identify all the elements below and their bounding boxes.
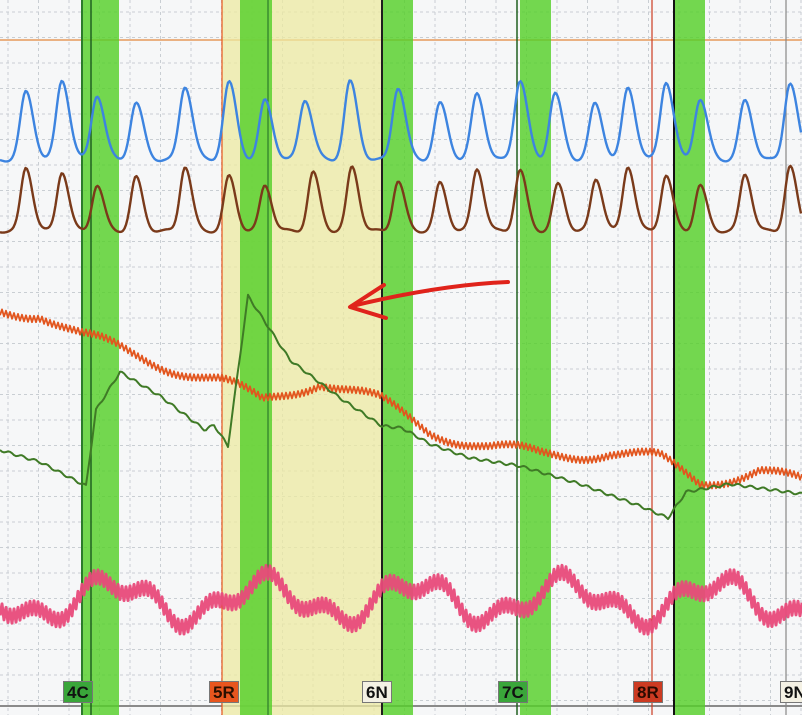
eda-trace xyxy=(0,293,802,521)
physiological-traces xyxy=(0,79,802,636)
annotations xyxy=(348,280,510,320)
upper-pneumo-trace xyxy=(0,79,802,163)
cardio-trace xyxy=(0,308,802,490)
question-label: 9N xyxy=(780,681,802,703)
motion-trace xyxy=(0,563,802,636)
annotation-arrow-head xyxy=(348,283,388,320)
question-label: 6N xyxy=(362,681,392,703)
question-label: 7C xyxy=(498,681,528,703)
response-band xyxy=(520,0,551,715)
response-band xyxy=(83,0,119,715)
question-label: 4C xyxy=(63,681,93,703)
question-label: 5R xyxy=(209,681,239,703)
response-band xyxy=(240,0,272,715)
lower-pneumo-trace xyxy=(0,164,802,234)
annotation-arrow-shaft xyxy=(350,280,510,308)
question-label: 8R xyxy=(633,681,663,703)
response-band xyxy=(674,0,705,715)
response-band xyxy=(383,0,413,715)
